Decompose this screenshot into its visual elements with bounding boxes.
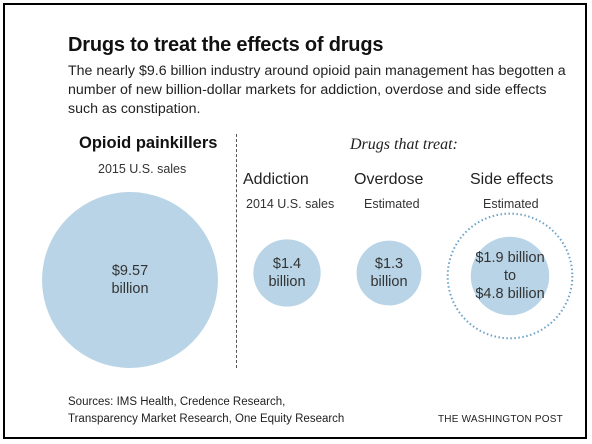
bubble-4 <box>470 236 550 316</box>
side-effects-value-label: $1.9 billion to $4.8 billion <box>475 250 545 302</box>
painkillers-value-label: $9.57 billion <box>111 263 149 297</box>
addiction-note: 2014 U.S. sales <box>246 197 335 211</box>
overdose-header: Overdose <box>354 171 424 188</box>
publisher-credit: THE WASHINGTON POST <box>438 414 563 425</box>
bubble-2 <box>253 239 321 307</box>
side-effects-note: Estimated <box>483 197 539 211</box>
overdose-value-label: $1.3 billion <box>370 256 408 290</box>
bubble-range-outline-4 <box>446 212 574 340</box>
painkillers-note: 2015 U.S. sales <box>98 162 187 176</box>
chart-subtitle: The nearly $9.6 billion industry around … <box>68 63 566 117</box>
chart-title: Drugs to treat the effects of drugs <box>68 34 384 56</box>
right-group-header: Drugs that treat: <box>350 136 458 153</box>
addiction-value-label: $1.4 billion <box>268 256 306 290</box>
overdose-note: Estimated <box>364 197 420 211</box>
group-divider <box>236 134 237 368</box>
left-group-header: Opioid painkillers <box>79 134 218 152</box>
bubble-3 <box>356 240 422 306</box>
addiction-header: Addiction <box>243 171 309 188</box>
bubble-1 <box>42 192 218 368</box>
side-effects-header: Side effects <box>470 171 554 188</box>
sources-note: Sources: IMS Health, Credence Research, … <box>68 396 345 425</box>
